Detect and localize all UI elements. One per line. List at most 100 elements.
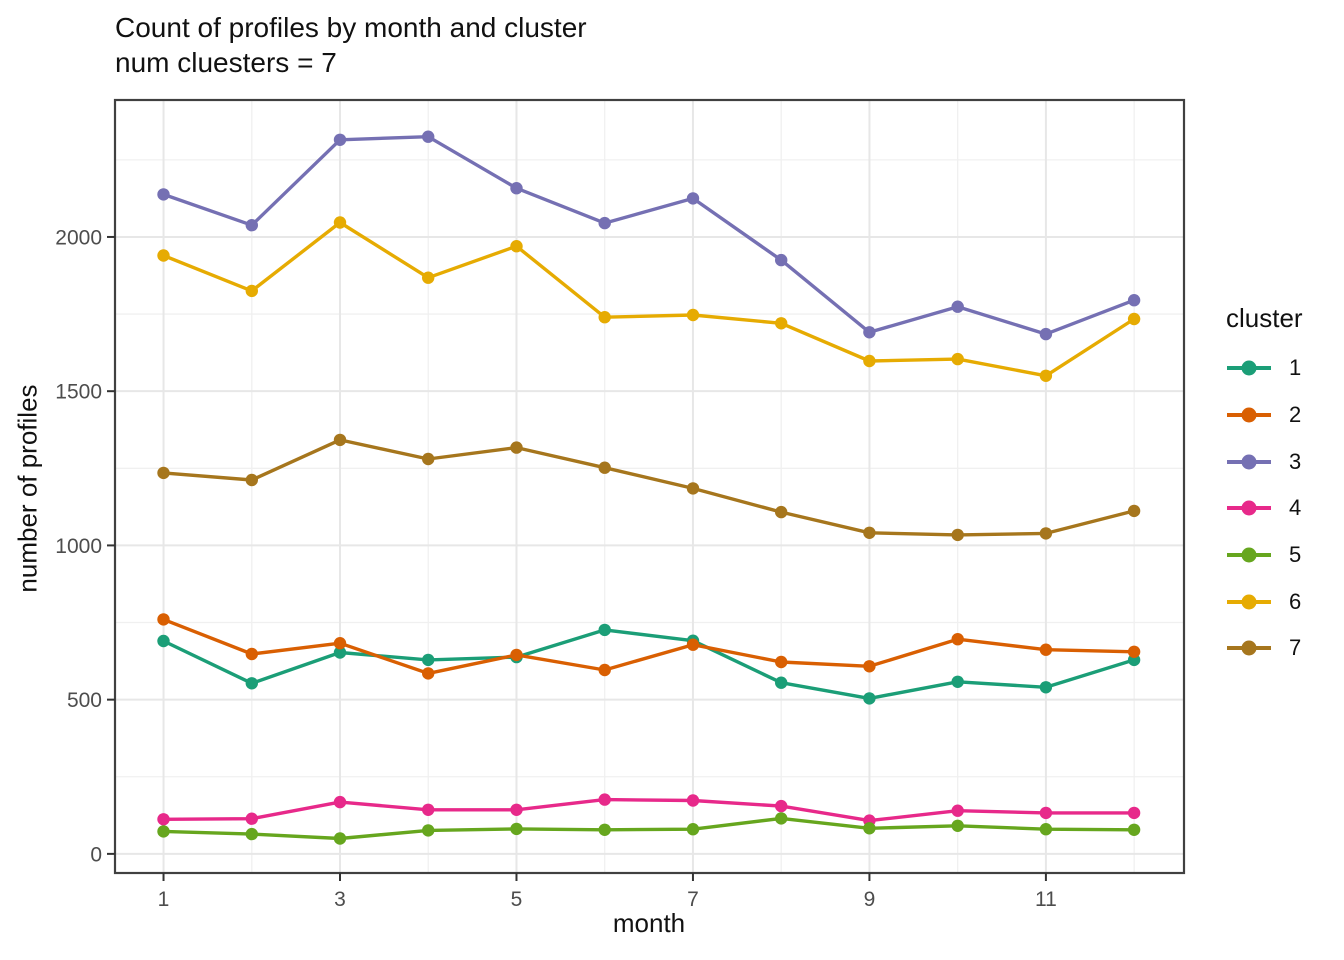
data-point-cluster-1-month-10 bbox=[951, 675, 964, 688]
legend-label-cluster-4: 4 bbox=[1289, 495, 1302, 521]
legend-title: cluster bbox=[1226, 303, 1303, 333]
data-point-cluster-4-month-4 bbox=[422, 803, 435, 816]
data-point-cluster-6-month-5 bbox=[510, 240, 523, 253]
legend-label-cluster-5: 5 bbox=[1289, 542, 1302, 568]
data-point-cluster-5-month-8 bbox=[775, 812, 788, 825]
chart-subtitle: num cluesters = 7 bbox=[115, 47, 337, 78]
major-gridlines bbox=[115, 100, 1184, 873]
data-point-cluster-1-month-8 bbox=[775, 676, 788, 689]
x-tick-label: 3 bbox=[334, 888, 346, 911]
tick-labels: 0 500 1000 1500 2000 1 3 5 7 9 11 bbox=[55, 226, 1057, 911]
data-point-cluster-5-month-12 bbox=[1127, 823, 1141, 836]
data-point-cluster-4-month-1 bbox=[157, 813, 170, 826]
data-point-cluster-7-month-5 bbox=[510, 441, 523, 454]
data-point-cluster-3-month-6 bbox=[598, 216, 611, 230]
data-point-cluster-2-month-10 bbox=[951, 633, 964, 646]
data-point-cluster-4-month-3 bbox=[333, 795, 347, 809]
data-point-cluster-7-month-10 bbox=[951, 528, 964, 542]
legend-label-cluster-7: 7 bbox=[1289, 635, 1302, 661]
axis-ticks bbox=[107, 235, 1047, 881]
legend-label-cluster-6: 6 bbox=[1289, 588, 1302, 614]
data-point-cluster-5-month-9 bbox=[863, 822, 876, 835]
legend-line-dot-icon-cluster-3 bbox=[1227, 454, 1271, 470]
data-point-cluster-3-month-5 bbox=[510, 182, 523, 195]
data-point-cluster-4-month-8 bbox=[775, 799, 788, 813]
legend-entry-cluster-3: 3 bbox=[1226, 438, 1303, 485]
data-point-cluster-3-month-1 bbox=[157, 188, 170, 201]
data-point-cluster-3-month-10 bbox=[951, 300, 964, 313]
panel-border bbox=[113, 98, 1186, 875]
series-cluster-6 bbox=[157, 216, 1141, 382]
x-tick-label: 5 bbox=[511, 888, 523, 911]
legend-entry-cluster-6: 6 bbox=[1226, 578, 1303, 625]
data-point-cluster-6-month-6 bbox=[598, 311, 611, 324]
data-point-cluster-5-month-1 bbox=[157, 825, 170, 838]
data-point-cluster-4-month-5 bbox=[510, 803, 523, 816]
series-cluster-2 bbox=[157, 613, 1141, 680]
data-point-cluster-1-month-3 bbox=[333, 646, 347, 659]
data-point-cluster-1-month-6 bbox=[598, 623, 611, 637]
data-point-cluster-6-month-8 bbox=[775, 317, 788, 330]
data-point-cluster-2-month-8 bbox=[775, 655, 788, 669]
data-point-cluster-5-month-11 bbox=[1039, 823, 1053, 836]
series-line-cluster-2 bbox=[161, 617, 1136, 676]
legend-line-dot-icon-cluster-5 bbox=[1227, 547, 1271, 563]
legend-entries: 1 2 3 4 5 6 7 bbox=[1226, 345, 1303, 672]
legend: cluster 1 2 3 4 5 6 7 bbox=[1226, 303, 1303, 672]
y-axis-title: number of profiles bbox=[12, 384, 43, 593]
data-point-cluster-7-month-1 bbox=[157, 466, 170, 480]
data-point-cluster-3-month-9 bbox=[863, 326, 876, 339]
data-point-cluster-2-month-3 bbox=[333, 637, 347, 650]
legend-line-dot-icon-cluster-1 bbox=[1227, 360, 1271, 376]
legend-entry-cluster-4: 4 bbox=[1226, 485, 1303, 532]
series-cluster-4 bbox=[157, 793, 1141, 827]
data-point-cluster-5-month-3 bbox=[333, 832, 347, 845]
y-tick-label: 1500 bbox=[55, 381, 102, 404]
series-line-cluster-6 bbox=[161, 220, 1136, 378]
series-line-cluster-5 bbox=[161, 816, 1136, 841]
data-point-cluster-7-month-6 bbox=[598, 461, 611, 474]
data-point-cluster-2-month-9 bbox=[863, 660, 876, 673]
series-line-cluster-3 bbox=[161, 135, 1136, 336]
legend-entry-cluster-5: 5 bbox=[1226, 532, 1303, 579]
data-point-cluster-2-month-2 bbox=[245, 647, 258, 661]
data-point-cluster-4-month-2 bbox=[245, 812, 258, 825]
legend-entry-cluster-2: 2 bbox=[1226, 392, 1303, 439]
data-point-cluster-3-month-12 bbox=[1127, 294, 1141, 307]
data-point-cluster-4-month-6 bbox=[598, 793, 611, 806]
data-point-cluster-4-month-11 bbox=[1039, 806, 1053, 820]
data-point-cluster-3-month-11 bbox=[1039, 327, 1053, 341]
data-point-cluster-3-month-7 bbox=[686, 192, 700, 205]
panel-background bbox=[115, 100, 1184, 873]
series-cluster-3 bbox=[157, 130, 1141, 341]
legend-line-dot-icon-cluster-6 bbox=[1227, 594, 1271, 610]
y-tick-label: 0 bbox=[90, 843, 102, 866]
data-point-cluster-6-month-3 bbox=[333, 216, 347, 229]
data-point-cluster-6-month-7 bbox=[686, 308, 700, 322]
legend-entry-cluster-7: 7 bbox=[1226, 625, 1303, 672]
data-point-cluster-3-month-8 bbox=[775, 253, 788, 267]
data-point-cluster-7-month-9 bbox=[863, 526, 876, 539]
data-point-cluster-2-month-1 bbox=[157, 613, 170, 626]
data-point-cluster-6-month-9 bbox=[863, 354, 876, 368]
y-tick-label: 1000 bbox=[55, 535, 102, 558]
series-line-cluster-7 bbox=[161, 438, 1136, 537]
data-point-cluster-5-month-5 bbox=[510, 822, 523, 836]
data-point-cluster-2-month-4 bbox=[422, 667, 435, 680]
data-point-cluster-1-month-4 bbox=[422, 653, 435, 667]
data-point-cluster-1-month-1 bbox=[157, 634, 170, 648]
legend-label-cluster-2: 2 bbox=[1289, 402, 1302, 428]
data-point-cluster-5-month-6 bbox=[598, 823, 611, 836]
data-point-cluster-1-month-11 bbox=[1039, 681, 1053, 694]
data-point-cluster-5-month-7 bbox=[686, 823, 700, 836]
data-point-cluster-7-month-11 bbox=[1039, 527, 1053, 540]
x-axis-title: month bbox=[612, 908, 686, 938]
legend-label-cluster-3: 3 bbox=[1289, 448, 1302, 474]
legend-line-dot-icon-cluster-7 bbox=[1227, 640, 1271, 656]
series-cluster-5 bbox=[157, 812, 1141, 845]
x-tick-label: 7 bbox=[687, 888, 699, 911]
y-tick-label: 2000 bbox=[55, 226, 102, 249]
data-point-cluster-7-month-8 bbox=[775, 505, 788, 519]
